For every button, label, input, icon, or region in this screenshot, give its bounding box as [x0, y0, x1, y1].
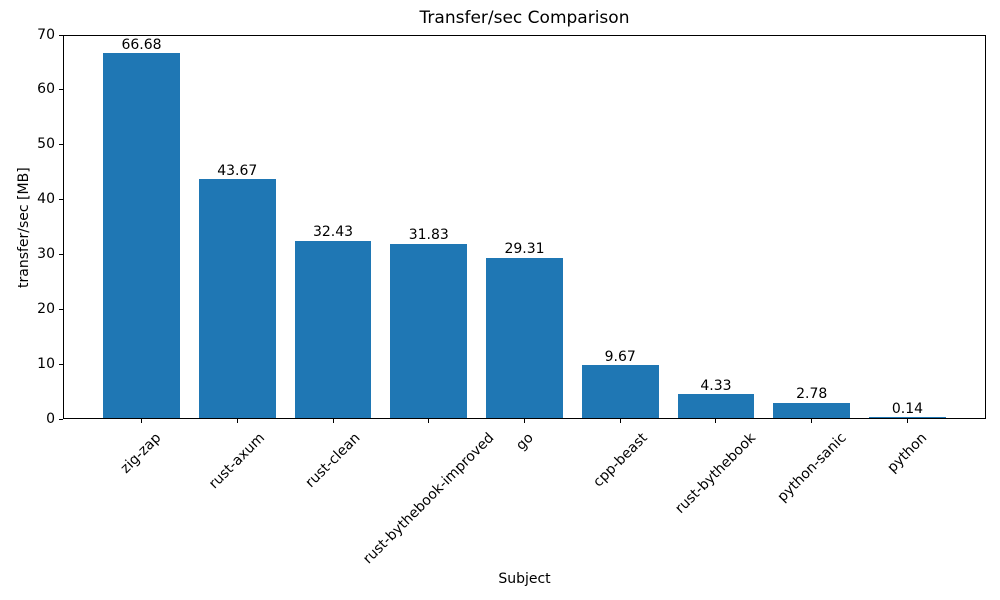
x-tick	[141, 419, 142, 423]
y-tick-label: 10	[37, 355, 55, 372]
x-tick-label: rust-clean	[302, 430, 364, 491]
x-tick-label: rust-axum	[205, 430, 268, 493]
bar-go	[486, 257, 563, 418]
bar-value-label: 66.68	[121, 36, 162, 53]
bar-value-label: 29.31	[504, 241, 545, 258]
x-tick	[524, 419, 525, 423]
y-tick	[59, 89, 63, 91]
bar-rust-axum	[198, 179, 276, 418]
bar-rust-bythebook	[677, 394, 755, 418]
y-tick-label: 40	[37, 191, 55, 208]
bar-value-label: 31.83	[408, 227, 449, 244]
x-tick	[906, 419, 908, 423]
x-tick	[715, 419, 717, 423]
y-tick-label: 20	[37, 300, 55, 317]
x-tick-label: zig-zap	[117, 430, 165, 477]
y-tick	[59, 363, 63, 365]
y-tick	[59, 199, 63, 201]
x-tick-label: rust-bythebook	[672, 430, 759, 517]
bar-value-label: 0.14	[891, 400, 924, 417]
x-tick	[619, 419, 621, 423]
bar-value-label: 4.33	[700, 377, 732, 394]
y-tick-label: 30	[37, 245, 55, 262]
y-axis-label: transfer/sec [MB]	[16, 166, 32, 288]
plot-area	[63, 35, 986, 419]
x-tick	[428, 419, 430, 423]
bar-python	[869, 417, 946, 418]
y-tick	[59, 144, 63, 146]
bar-value-label: 2.78	[796, 386, 828, 403]
y-tick-label: 60	[37, 81, 55, 98]
x-tick-label: go	[512, 430, 537, 454]
x-tick-label: python-sanic	[774, 430, 850, 506]
bar-zig-zap	[103, 53, 180, 418]
y-tick-label: 70	[37, 26, 55, 43]
x-tick-label: cpp-beast	[589, 430, 651, 491]
x-tick	[332, 419, 334, 423]
y-tick	[59, 253, 63, 255]
y-tick-label: 50	[37, 136, 55, 153]
x-tick	[236, 419, 238, 423]
bar-rust-clean	[294, 240, 372, 418]
bar-value-label: 32.43	[312, 224, 354, 241]
y-tick-label: 0	[46, 410, 55, 427]
y-tick	[59, 34, 63, 36]
bar-rust-bythebook-improved	[390, 243, 468, 418]
bar-value-label: 43.67	[217, 162, 258, 179]
bar-cpp-beast	[581, 365, 659, 418]
x-axis-label: Subject	[498, 571, 551, 587]
x-tick-label: rust-bythebook-improved	[359, 430, 498, 568]
chart-title: Transfer/sec Comparison	[419, 8, 630, 28]
bar-python-sanic	[773, 402, 851, 418]
y-tick	[59, 418, 63, 420]
x-tick	[811, 419, 813, 423]
x-tick-label: python	[884, 430, 931, 476]
bar-value-label: 9.67	[604, 348, 636, 365]
y-tick	[59, 308, 63, 310]
